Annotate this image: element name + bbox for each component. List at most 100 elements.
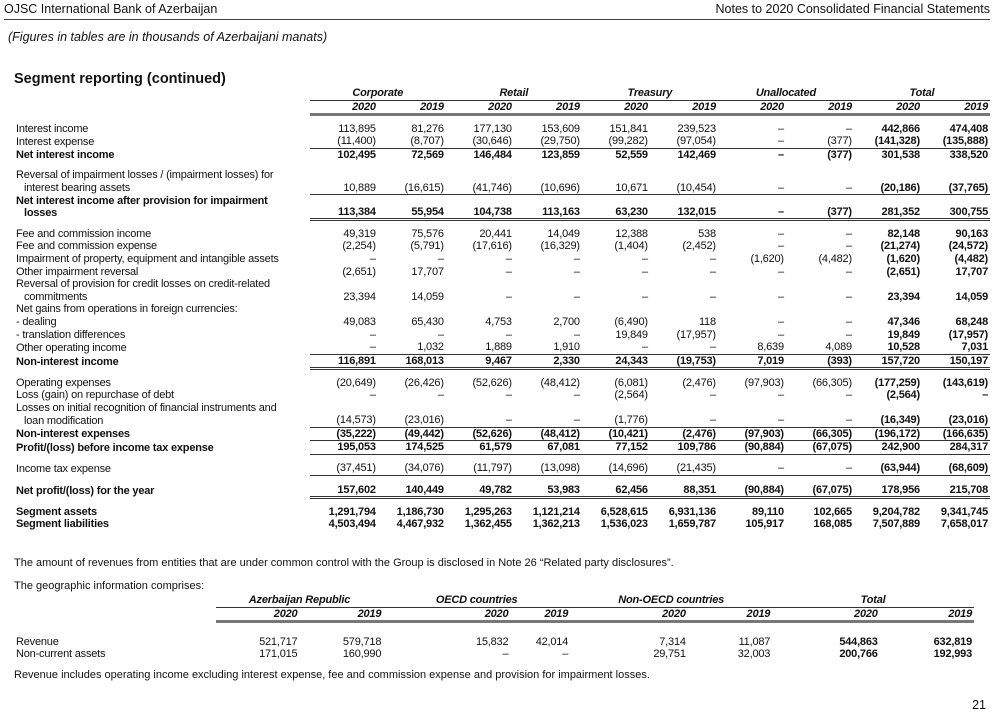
row-label-continuation: losses (24, 207, 58, 220)
cell-value: (2,476) (649, 427, 718, 442)
related-party-note: The amount of revenues from entities tha… (14, 557, 674, 569)
year-label: 2020 (309, 100, 378, 117)
cell-value: 521,717 (259, 635, 298, 648)
cell-value: 49,782 (445, 483, 514, 500)
cell-value: (10,454) (649, 169, 718, 196)
cell-value: – (845, 122, 852, 135)
geographic-table: Azerbaijan Republic OECD countries Non-OEC… (14, 594, 974, 661)
cell-value: 9,467 (445, 354, 514, 371)
cell-value: 72,569 (411, 148, 444, 161)
cell-value: (177,259) (874, 376, 920, 389)
cell-value: – (709, 253, 716, 266)
cell-value: – (641, 290, 648, 303)
cell-value: (2,254) (342, 240, 376, 253)
row-label: Non-interest income (14, 354, 310, 369)
cell-value: (17,957) (948, 328, 989, 341)
cell-value: 140,449 (377, 483, 446, 500)
cell-value: (2,476) (682, 376, 716, 389)
row-label-text: Net gains from operations in foreign cur… (16, 303, 238, 316)
cell-value: 242,900 (853, 440, 922, 455)
spacer (14, 622, 974, 636)
cell-value: (24,572) (948, 240, 989, 253)
year-label: 2019 (513, 100, 582, 117)
year-label: 2020 (215, 607, 300, 624)
cell-value: 81,276 (411, 122, 444, 135)
cell-value: (17,616) (472, 240, 512, 253)
cell-value: 544,863 (839, 635, 878, 648)
cell-value: – (505, 328, 512, 341)
cell-value: 142,469 (677, 148, 717, 161)
cell-value: – (649, 341, 718, 355)
section-title: Segment reporting (continued) (14, 71, 226, 87)
cell-value: 53,983 (513, 483, 582, 500)
segment-year-header: 2020 2019 2020 2019 2020 2019 2020 2019 2020 2019 (14, 100, 990, 117)
segment-group-label: Unallocated (717, 87, 854, 101)
cell-value: – (982, 389, 988, 402)
cell-value: (2,651) (342, 265, 376, 278)
cell-value: 153,609 (541, 122, 580, 135)
cell-value: 6,528,615 (600, 505, 648, 518)
cell-value: 538 (698, 227, 716, 240)
table-row: Impairment of property, equipment and in… (14, 253, 990, 266)
cell-value: (14,696) (581, 462, 650, 477)
cell-value: (29,750) (513, 135, 582, 149)
cell-value: 7,019 (717, 354, 786, 371)
row-label: Other impairment reversal (14, 266, 310, 279)
cell-value: – (777, 389, 784, 402)
cell-value: – (573, 253, 580, 266)
cell-value: – (777, 240, 784, 253)
cell-value: 9,341,745 (940, 505, 988, 518)
cell-value: – (505, 265, 512, 278)
cell-value: 29,751 (653, 648, 686, 661)
cell-value: 116,891 (309, 354, 378, 371)
cell-value: 102,495 (337, 148, 376, 161)
row-label-text: Loss (gain) on repurchase of debt (16, 389, 174, 402)
cell-value: 195,053 (309, 440, 378, 455)
cell-value: 157,720 (853, 354, 922, 371)
cell-value: 102,665 (813, 505, 853, 518)
cell-value: – (777, 148, 784, 161)
year-label: 2019 (687, 607, 773, 624)
cell-value: – (581, 341, 650, 355)
header-bank-name: OJSC International Bank of Azerbaijan (4, 2, 218, 16)
cell-value: 4,467,932 (396, 518, 444, 531)
cell-value: (143,619) (942, 376, 988, 389)
row-label-text: Income tax expense (16, 462, 111, 475)
cell-value (786, 303, 854, 316)
geo-group-label: Total (772, 594, 974, 608)
table-row: Fee and commission expense (2,254) (5,791)… (14, 240, 990, 253)
cell-value: 14,049 (547, 227, 580, 240)
cell-value: 8,639 (717, 341, 786, 355)
cell-value: (34,076) (377, 462, 446, 477)
cell-value: – (717, 194, 786, 222)
cell-value: 151,841 (609, 122, 648, 135)
header-document-title: Notes to 2020 Consolidated Financial Sta… (715, 2, 990, 16)
cell-value: 65,430 (411, 316, 444, 328)
cell-value: – (649, 402, 718, 428)
cell-value: 2,700 (553, 316, 580, 328)
cell-value: – (369, 253, 376, 266)
table-row: Net interest income after provision for … (14, 194, 990, 222)
cell-value: (4,482) (818, 253, 852, 266)
cell-value: (68,609) (921, 462, 990, 477)
cell-value: – (845, 316, 852, 328)
page-header: OJSC International Bank of Azerbaijan No… (4, 2, 990, 20)
cell-value: 90,163 (955, 227, 989, 240)
cell-value: – (502, 648, 509, 661)
cell-value: – (709, 290, 716, 303)
row-label: Fee and commission income (14, 228, 310, 241)
header-blank (14, 87, 310, 100)
cell-value: (16,349) (853, 402, 922, 428)
cell-value: 12,388 (615, 227, 648, 240)
cell-value: (2,564) (614, 389, 648, 402)
cell-value: – (573, 290, 580, 303)
cell-value (854, 303, 922, 316)
row-label: Segment liabilities (14, 518, 310, 531)
cell-value: – (845, 265, 852, 278)
row-label-text: Segment assets (16, 505, 97, 518)
cell-value: 1,291,794 (328, 505, 376, 518)
cell-value: 1,910 (513, 341, 582, 355)
cell-value: 284,317 (921, 440, 990, 455)
table-row: Fee and commission income 49,319 75,576 20,… (14, 228, 990, 241)
year-label: 2019 (510, 607, 571, 624)
